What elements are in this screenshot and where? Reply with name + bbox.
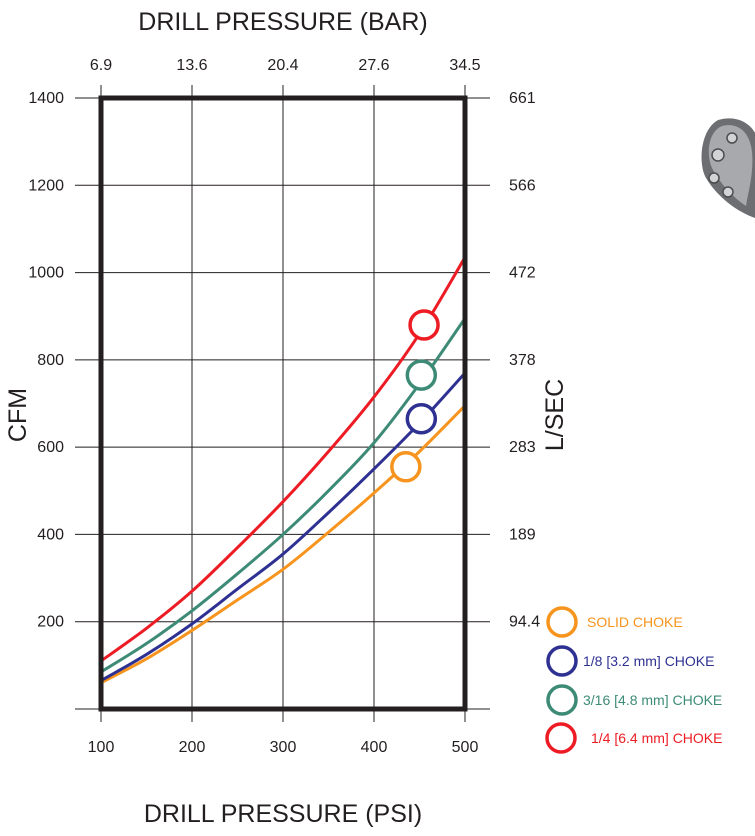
y-tick-label: 400 [37,526,64,543]
y-right-tick-label: 472 [509,265,536,282]
y-tick-label: 200 [37,614,64,631]
legend-marker-solid-choke [546,606,578,638]
y-axis-left-title: CFM [4,388,32,442]
y-right-tick-label: 661 [509,90,536,107]
y-tick-label: 1400 [28,90,64,107]
x-tick-label: 400 [361,739,388,756]
y-right-tick-label: 189 [509,526,536,543]
x-tick-label: 500 [452,739,479,756]
legend-label-1-8-3-2-mm-choke: 1/8 [3.2 mm] CHOKE [583,653,714,669]
y-axis-right-title: L/SEC [541,379,569,451]
series-marker-3-16-4-8-mm-choke [405,359,438,391]
legend-label-3-16-4-8-mm-choke: 3/16 [4.8 mm] CHOKE [583,692,722,708]
x-tick-label: 300 [270,739,297,756]
series-marker-1-4-6-4-mm-choke [408,309,440,341]
x-tick-label: 100 [88,739,115,756]
y-right-tick-label: 378 [509,352,536,369]
x-top-tick-label: 20.4 [267,57,298,74]
y-tick-label: 1000 [28,265,64,282]
legend-label-solid-choke: SOLID CHOKE [587,614,683,630]
series-layer [100,256,467,685]
y-right-tick-label: 566 [509,177,536,194]
ticks: 100 6.9 200 13.6 300 20.4 400 27.6 500 34.5 200 94.… [28,57,540,756]
legend: SOLID CHOKE 1/8 [3.2 mm] CHOKE 3/16 [4.8 m… [545,606,722,754]
x-tick-label: 200 [179,739,206,756]
x-top-tick-label: 13.6 [176,57,207,74]
drill-bit-photo [701,118,755,218]
series-marker-1-8-3-2-mm-choke [405,403,438,435]
legend-marker-1-8-3-2-mm-choke [546,645,578,677]
x-top-tick-label: 6.9 [90,57,112,74]
y-right-tick-label: 283 [509,439,536,456]
grid [101,98,465,709]
x-axis-title: DRILL PRESSURE (PSI) [144,800,422,828]
y-tick-label: 600 [37,439,64,456]
y-right-tick-label: 94.4 [509,614,540,631]
series-line-3-16-4-8-mm-choke [100,317,467,674]
series-line-1-8-3-2-mm-choke [100,371,467,682]
y-tick-label: 800 [37,352,64,369]
y-tick-label: 1200 [28,177,64,194]
legend-marker-1-4-6-4-mm-choke [545,722,577,754]
series-marker-solid-choke [390,451,422,483]
x-top-tick-label: 27.6 [358,57,389,74]
series-line-1-4-6-4-mm-choke [100,256,467,663]
legend-label-1-4-6-4-mm-choke: 1/4 [6.4 mm] CHOKE [591,730,722,746]
plot-frame [98,95,468,712]
top-axis-title: DRILL PRESSURE (BAR) [138,8,427,36]
legend-marker-3-16-4-8-mm-choke [546,684,578,716]
x-top-tick-label: 34.5 [449,57,480,74]
